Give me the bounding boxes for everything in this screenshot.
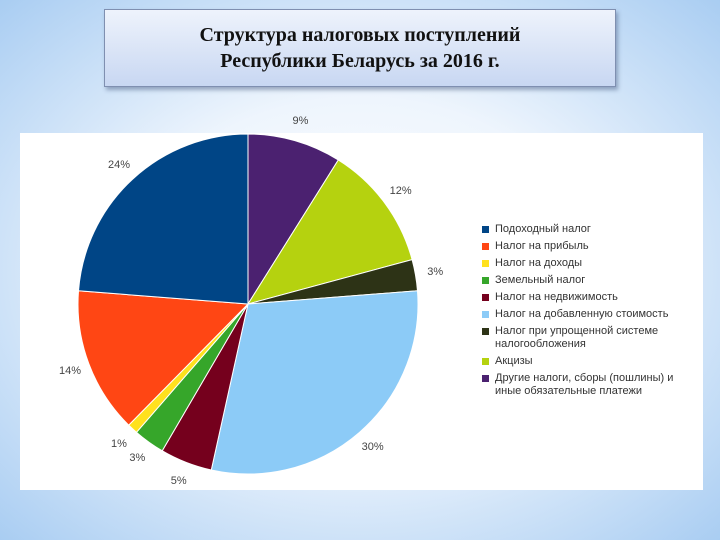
legend-swatch bbox=[482, 243, 489, 250]
legend-label: Земельный налог bbox=[495, 274, 586, 286]
legend-item-2: Налог на доходы bbox=[482, 257, 702, 270]
legend-label: Налог на доходы bbox=[495, 257, 583, 269]
pie-slice-label-4: 5% bbox=[170, 474, 187, 487]
pie-chart-panel: Подоходный налог Налог на прибыль Налог на… bbox=[20, 115, 703, 490]
pie-slice-label-3: 30% bbox=[361, 441, 384, 454]
pie-slice-3 bbox=[210, 290, 419, 475]
legend-item-8: Другие налоги, сборы (пошлины) и иные об… bbox=[482, 372, 702, 398]
pie-slice-8 bbox=[77, 133, 249, 305]
legend-item-6: Налог при упрощенной системе налогооблож… bbox=[482, 325, 702, 351]
legend-swatch bbox=[482, 226, 489, 233]
legend-label: Налог на прибыль bbox=[495, 240, 589, 252]
legend-label: Другие налоги, сборы (пошлины) и иные об… bbox=[495, 372, 674, 397]
legend-swatch bbox=[482, 328, 489, 335]
legend-swatch bbox=[482, 277, 489, 284]
legend-item-4: Налог на недвижимость bbox=[482, 291, 702, 304]
pie-chart bbox=[77, 133, 419, 475]
chart-legend: Подоходный налог Налог на прибыль Налог на… bbox=[482, 223, 702, 402]
slide-title-box: Структура налоговых поступлений Республи… bbox=[104, 9, 616, 87]
legend-swatch bbox=[482, 260, 489, 267]
pie-slice-label-1: 12% bbox=[389, 184, 412, 197]
legend-label: Акцизы bbox=[495, 355, 533, 367]
pie-slice-label-7: 14% bbox=[58, 364, 82, 377]
legend-label: Подоходный налог bbox=[495, 223, 591, 235]
pie-slice-7 bbox=[77, 290, 250, 426]
pie-slice-label-2: 3% bbox=[427, 265, 444, 278]
pie-slice-label-0: 9% bbox=[292, 115, 309, 128]
legend-item-5: Налог на добавленную стоимость bbox=[482, 308, 702, 321]
legend-swatch bbox=[482, 311, 489, 318]
legend-swatch bbox=[482, 294, 489, 301]
pie-slice-0 bbox=[247, 133, 339, 306]
slide-title-line-2: Республики Беларусь за 2016 г. bbox=[220, 50, 500, 72]
legend-swatch bbox=[482, 375, 489, 382]
legend-item-3: Земельный налог bbox=[482, 274, 702, 287]
pie-slice-label-6: 1% bbox=[111, 437, 127, 450]
pie-slice-label-8: 24% bbox=[107, 158, 131, 171]
legend-label: Налог на недвижимость bbox=[495, 291, 618, 303]
legend-item-7: Акцизы bbox=[482, 355, 702, 368]
legend-swatch bbox=[482, 358, 489, 365]
slide-title-line-1: Структура налоговых поступлений bbox=[199, 24, 521, 46]
legend-label: Налог на добавленную стоимость bbox=[495, 308, 669, 320]
pie-slice-label-5: 3% bbox=[129, 452, 146, 465]
legend-item-0: Подоходный налог bbox=[482, 223, 702, 236]
pie-slice-1 bbox=[246, 159, 413, 305]
legend-label: Налог при упрощенной системе налогооблож… bbox=[495, 325, 659, 350]
legend-item-1: Налог на прибыль bbox=[482, 240, 702, 253]
